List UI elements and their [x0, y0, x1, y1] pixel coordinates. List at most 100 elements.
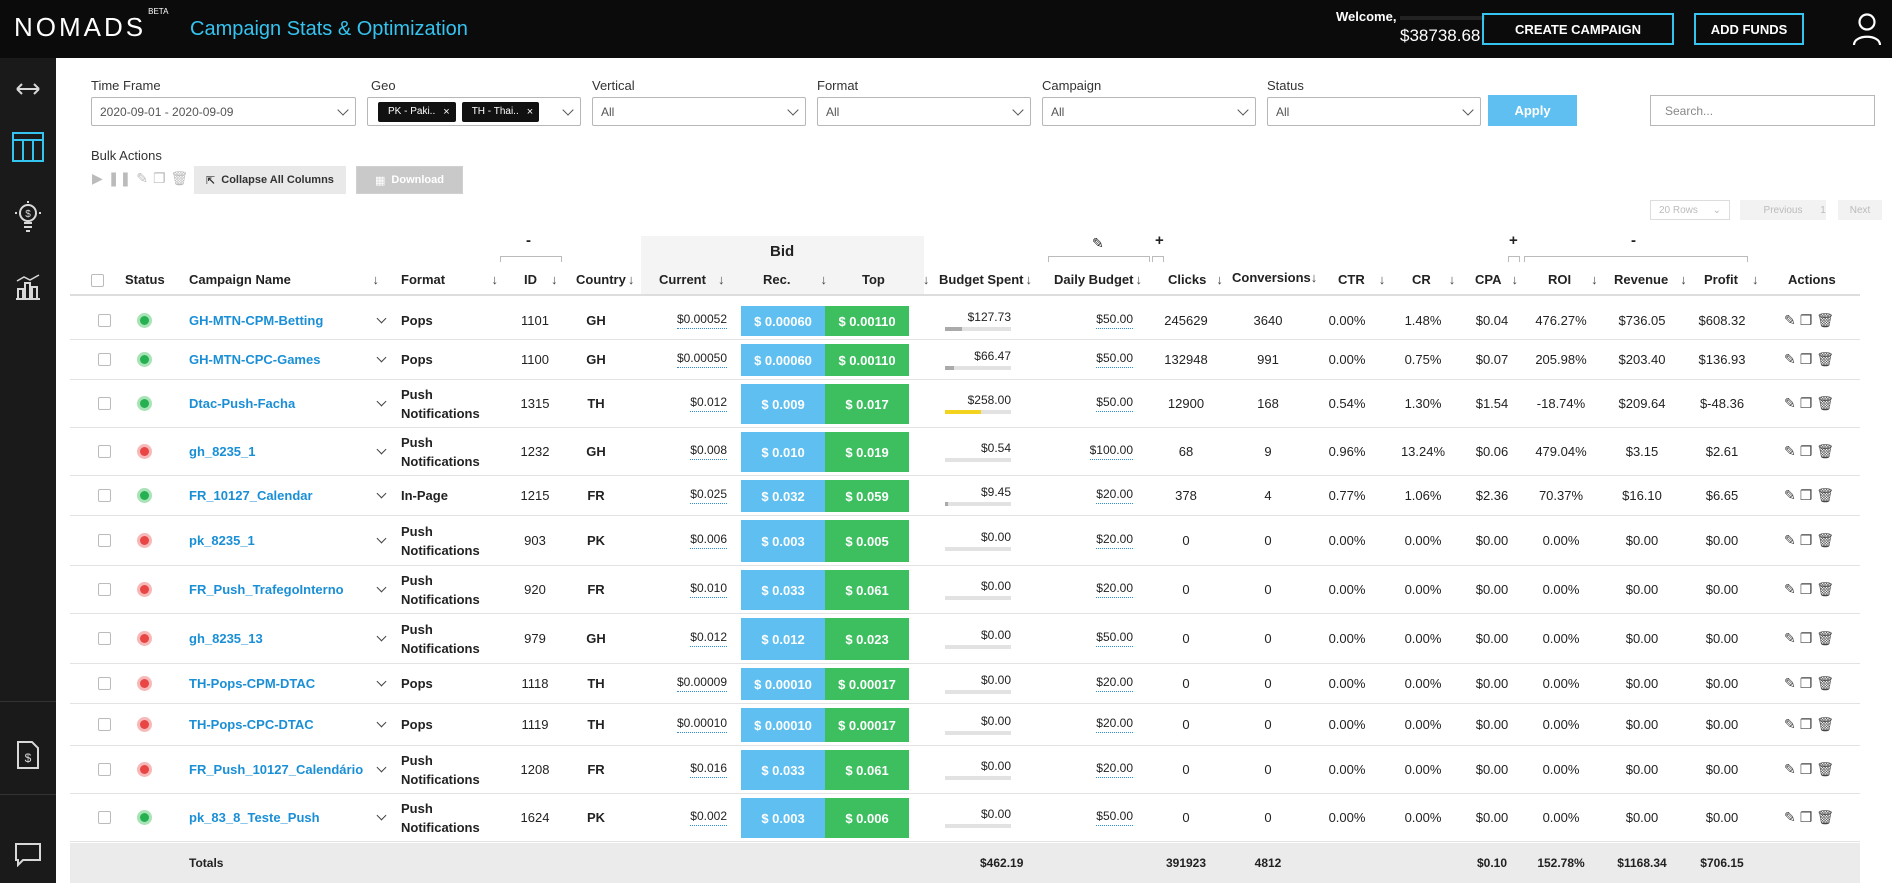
copy-icon[interactable]: ❐: [1799, 675, 1813, 691]
collapse-id-toggle[interactable]: -: [526, 232, 531, 249]
col-ctr[interactable]: CTR ↓: [1338, 272, 1386, 287]
col-clicks[interactable]: Clicks ↓: [1168, 272, 1223, 287]
time-frame-select[interactable]: 2020-09-01 - 2020-09-09: [91, 97, 356, 126]
row-checkbox[interactable]: [98, 428, 112, 475]
row-checkbox[interactable]: [98, 566, 112, 613]
edit-icon[interactable]: ✎: [1784, 312, 1796, 328]
current-bid-cell[interactable]: $0.00050: [653, 340, 727, 379]
expand-cpa-toggle[interactable]: +: [1509, 232, 1518, 249]
current-bid-cell[interactable]: $0.025: [653, 476, 727, 515]
vertical-select[interactable]: All: [592, 97, 806, 126]
delete-icon[interactable]: 🗑: [1816, 312, 1835, 328]
current-bid-input[interactable]: $0.012: [690, 630, 727, 647]
rec-bid-button[interactable]: $ 0.032: [741, 480, 825, 512]
row-checkbox[interactable]: [98, 516, 112, 565]
row-checkbox[interactable]: [98, 794, 112, 841]
col-current[interactable]: Current ↓: [659, 272, 725, 287]
current-bid-cell[interactable]: $0.012: [653, 614, 727, 663]
current-bid-input[interactable]: $0.006: [690, 532, 727, 549]
copy-icon[interactable]: ❐: [1799, 443, 1813, 459]
col-daily-budget[interactable]: Daily Budget ↓: [1054, 272, 1142, 287]
geo-chip[interactable]: TH - Thai.. ×: [461, 101, 540, 122]
remove-chip-icon[interactable]: ×: [443, 105, 450, 118]
daily-budget-cell[interactable]: $20.00: [1051, 664, 1133, 703]
status-dot[interactable]: [137, 380, 153, 427]
status-dot[interactable]: [137, 516, 153, 565]
copy-icon[interactable]: ❐: [1799, 395, 1813, 411]
top-bid-button[interactable]: $ 0.023: [825, 618, 909, 660]
rec-bid-button[interactable]: $ 0.012: [741, 618, 825, 660]
chevron-down-icon[interactable]: [376, 340, 388, 379]
row-checkbox[interactable]: [98, 476, 112, 515]
edit-icon[interactable]: ✎: [1784, 716, 1796, 732]
campaign-name-cell[interactable]: GH-MTN-CPC-Games: [189, 340, 449, 379]
edit-icon[interactable]: ✎: [1784, 351, 1796, 367]
edit-icon[interactable]: ✎: [1784, 487, 1796, 503]
delete-icon[interactable]: 🗑: [1816, 395, 1835, 411]
daily-budget-input[interactable]: $50.00: [1096, 630, 1133, 647]
campaign-name-link[interactable]: FR_10127_Calendar: [189, 488, 313, 503]
campaign-name-cell[interactable]: GH-MTN-CPM-Betting: [189, 302, 449, 339]
campaign-name-link[interactable]: GH-MTN-CPC-Games: [189, 352, 321, 367]
col-cpa[interactable]: CPA ↓: [1475, 272, 1518, 287]
chart-icon[interactable]: [0, 262, 56, 312]
current-bid-cell[interactable]: $0.008: [653, 428, 727, 475]
download-button[interactable]: ▦ Download: [356, 166, 463, 194]
daily-budget-input[interactable]: $100.00: [1089, 443, 1133, 460]
row-checkbox[interactable]: [98, 340, 112, 379]
top-bid-button[interactable]: $ 0.005: [825, 520, 909, 562]
copy-icon[interactable]: ❐: [1799, 630, 1813, 646]
campaign-name-cell[interactable]: pk_8235_1: [189, 516, 449, 565]
col-roi[interactable]: ROI ↓: [1548, 272, 1598, 287]
status-dot[interactable]: [137, 428, 153, 475]
col-conversions[interactable]: Conversions ↓: [1232, 270, 1318, 285]
next-page-button[interactable]: Next: [1838, 200, 1882, 220]
chevron-down-icon[interactable]: [376, 380, 388, 427]
create-campaign-button[interactable]: CREATE CAMPAIGN: [1482, 13, 1674, 45]
top-bid-button[interactable]: $ 0.00110: [825, 344, 909, 376]
copy-icon[interactable]: ❐: [1799, 312, 1813, 328]
daily-budget-cell[interactable]: $100.00: [1051, 428, 1133, 475]
row-checkbox[interactable]: [98, 704, 112, 745]
edit-icon[interactable]: ✎: [1784, 532, 1796, 548]
rec-bid-button[interactable]: $ 0.00060: [741, 344, 825, 376]
col-cr[interactable]: CR ↓: [1412, 272, 1456, 287]
chevron-down-icon[interactable]: [376, 614, 388, 663]
edit-icon[interactable]: ✎: [1784, 443, 1796, 459]
rec-bid-button[interactable]: $ 0.00060: [741, 306, 825, 336]
current-bid-input[interactable]: $0.00050: [676, 351, 727, 368]
rec-bid-button[interactable]: $ 0.003: [741, 798, 825, 838]
col-id[interactable]: ID ↓: [524, 272, 558, 287]
campaign-name-cell[interactable]: FR_Push_10127_Calendário: [189, 746, 449, 793]
current-bid-input[interactable]: $0.00010: [676, 716, 727, 733]
daily-budget-input[interactable]: $50.00: [1096, 312, 1133, 329]
rec-bid-button[interactable]: $ 0.003: [741, 520, 825, 562]
copy-icon[interactable]: ❐: [1799, 532, 1813, 548]
logo[interactable]: NOMADSBETA: [14, 7, 169, 42]
collapse-all-columns-button[interactable]: ⇱ Collapse All Columns: [194, 166, 346, 194]
current-bid-cell[interactable]: $0.010: [653, 566, 727, 613]
play-icon[interactable]: ▶: [92, 170, 103, 186]
daily-budget-input[interactable]: $20.00: [1096, 761, 1133, 778]
chevron-down-icon[interactable]: [376, 516, 388, 565]
col-budget-spent[interactable]: Budget Spent ↓: [939, 272, 1032, 287]
status-dot[interactable]: [137, 302, 153, 339]
current-bid-cell[interactable]: $0.012: [653, 380, 727, 427]
remove-chip-icon[interactable]: ×: [526, 105, 534, 118]
daily-budget-cell[interactable]: $50.00: [1051, 340, 1133, 379]
chevron-down-icon[interactable]: [376, 476, 388, 515]
delete-icon[interactable]: 🗑: [1816, 532, 1835, 548]
copy-icon[interactable]: ❐: [1799, 809, 1813, 825]
rec-bid-button[interactable]: $ 0.033: [741, 570, 825, 610]
copy-icon[interactable]: ❐: [1799, 761, 1813, 777]
daily-budget-input[interactable]: $20.00: [1096, 716, 1133, 733]
daily-budget-input[interactable]: $20.00: [1096, 532, 1133, 549]
apply-button[interactable]: Apply: [1488, 95, 1577, 126]
user-icon[interactable]: [1852, 12, 1882, 46]
daily-budget-input[interactable]: $20.00: [1096, 487, 1133, 504]
current-bid-cell[interactable]: $0.016: [653, 746, 727, 793]
status-select[interactable]: All: [1267, 97, 1481, 126]
campaign-name-cell[interactable]: Dtac-Push-Facha: [189, 380, 449, 427]
current-bid-cell[interactable]: $0.00009: [653, 664, 727, 703]
edit-icon[interactable]: ✎: [1784, 675, 1796, 691]
